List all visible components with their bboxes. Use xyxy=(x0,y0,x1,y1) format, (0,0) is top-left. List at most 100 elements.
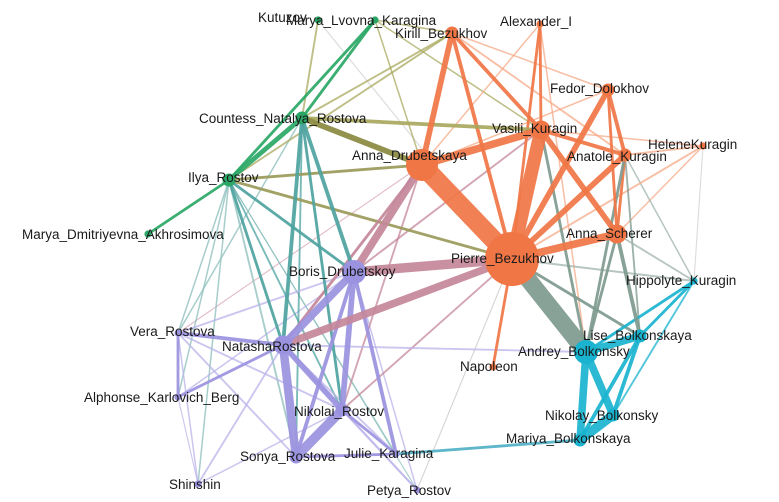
edge-ilya-shinshin xyxy=(197,179,230,485)
label-natasha: NatashaRostova xyxy=(222,339,322,354)
node-alexander[interactable] xyxy=(536,20,544,28)
node-anatole[interactable] xyxy=(618,148,632,162)
edge-anatole-helene xyxy=(624,145,704,156)
label-andrey: Andrey_Bolkonsky xyxy=(518,344,630,359)
edge-ilya-alphonse xyxy=(177,179,230,398)
label-kutuzov: Kutuzov xyxy=(258,10,307,25)
label-shinshin: Shinshin xyxy=(169,477,221,492)
node-marya_lvovna[interactable] xyxy=(371,16,379,24)
edge-nikolai-petya xyxy=(341,409,418,491)
edge-anna_s-andrey xyxy=(584,232,619,354)
edge-anatole-lise xyxy=(624,154,641,337)
node-ilya[interactable] xyxy=(222,173,236,187)
edge-anatole-fedor xyxy=(606,88,627,157)
edge-kutuzov-countess xyxy=(301,19,319,119)
edge-nikolai-shinshin xyxy=(197,409,343,485)
node-petya[interactable] xyxy=(413,486,421,494)
edge-vasili-anna_s xyxy=(538,127,620,237)
edge-ilya-marya_d xyxy=(146,178,231,236)
edge-andrey-mariya_b xyxy=(576,348,590,444)
label-alphonse: Alphonse_Karlovich_Berg xyxy=(84,390,239,405)
label-mariya_b: Mariya_Bolkonskaya xyxy=(506,431,631,446)
label-petya: Petya_Rostov xyxy=(367,483,451,498)
edge-countess-ilya xyxy=(226,115,305,183)
node-marya_d[interactable] xyxy=(144,230,152,238)
node-sonya[interactable] xyxy=(289,450,303,464)
edge-ilya-sonya xyxy=(228,179,297,458)
edge-natasha-nikolai xyxy=(280,342,345,413)
label-marya_d: Marya_Dmitriyevna_Akhrosimova xyxy=(22,227,224,242)
edge-nikolay_b-hippolyte xyxy=(612,280,695,416)
node-vasili[interactable] xyxy=(531,120,551,140)
label-hippolyte: Hippolyte_Kuragin xyxy=(626,273,736,288)
node-hippolyte[interactable] xyxy=(690,277,698,285)
label-vera: Vera_Rostova xyxy=(130,324,215,339)
edge-fedor-anna_s xyxy=(606,88,619,236)
edge-anatole-andrey xyxy=(584,153,627,354)
node-kirill[interactable] xyxy=(445,26,459,40)
edge-vasili-marya_lvovna xyxy=(374,19,542,131)
label-nikolay_b: Nikolay_Bolkonsky xyxy=(545,408,659,423)
label-anna_s: Anna_Scherer xyxy=(566,226,653,241)
label-countess: Countess_Natalya_Rostova xyxy=(199,111,367,126)
node-lise[interactable] xyxy=(633,329,647,343)
node-fedor[interactable] xyxy=(601,83,615,97)
edge-vasili-anatole xyxy=(539,128,627,157)
edge-kirill-countess xyxy=(301,32,453,119)
edge-boris-nikolai xyxy=(339,269,357,413)
label-helene: HeleneKuragin xyxy=(648,137,737,152)
node-nikolay_b[interactable] xyxy=(606,408,620,422)
edge-anna_s-helene xyxy=(616,145,704,235)
label-boris: Boris_Drubetskoy xyxy=(289,264,396,279)
label-ilya: Ilya_Rostov xyxy=(188,170,259,185)
edge-pierre-nikolai xyxy=(341,258,513,411)
node-vera[interactable] xyxy=(174,329,182,337)
edge-lise-nikolay_b xyxy=(611,334,642,417)
label-fedor: Fedor_Dolokhov xyxy=(550,81,649,96)
node-anna_d[interactable] xyxy=(406,149,438,181)
edge-countess-natasha xyxy=(281,116,304,347)
edge-vasili-countess xyxy=(300,116,543,132)
edge-anna_s-hippolyte xyxy=(616,233,695,282)
edge-anna_s-lise xyxy=(615,232,642,338)
edge-anna_d-ilya xyxy=(227,163,424,182)
label-sonya: Sonya_Rostova xyxy=(240,449,336,464)
edge-pierre-ilya xyxy=(227,178,514,261)
edge-kirill-ilya xyxy=(228,32,453,181)
node-boris[interactable] xyxy=(342,260,366,284)
node-napoleon[interactable] xyxy=(489,363,497,371)
node-shinshin[interactable] xyxy=(194,480,202,488)
edge-fedor-kirill xyxy=(451,32,609,91)
edge-sonya-vera xyxy=(177,332,297,458)
node-natasha[interactable] xyxy=(273,335,293,355)
node-andrey[interactable] xyxy=(574,340,598,364)
labels-layer: KutuzovMarya_Lvovna_KaraginaKirill_Bezuk… xyxy=(22,10,737,498)
edge-pierre-helene xyxy=(511,145,704,260)
label-marya_lvovna: Marya_Lvovna_Karagina xyxy=(286,13,437,28)
node-alphonse[interactable] xyxy=(174,393,182,401)
edge-anna_d-countess xyxy=(299,115,425,168)
edge-anna_d-boris xyxy=(350,161,426,276)
edge-boris-sonya xyxy=(294,270,356,459)
label-anatole: Anatole_Kuragin xyxy=(567,149,667,164)
node-mariya_b[interactable] xyxy=(573,433,587,447)
edge-pierre-fedor xyxy=(509,87,611,262)
edge-vera-shinshin xyxy=(177,332,199,485)
node-kutuzov[interactable] xyxy=(314,16,322,24)
label-alexander: Alexander_I xyxy=(500,14,572,29)
node-anna_s[interactable] xyxy=(607,224,627,244)
label-lise: Lise_Bolkonskaya xyxy=(583,328,692,343)
edge-vasili-alexander xyxy=(538,22,543,132)
edges-layer xyxy=(146,18,704,491)
edge-julie-mariya_b xyxy=(394,438,582,456)
node-countess[interactable] xyxy=(295,111,309,125)
node-helene[interactable] xyxy=(699,142,707,150)
node-pierre[interactable] xyxy=(485,232,539,286)
nodes-layer xyxy=(144,16,707,494)
node-julie[interactable] xyxy=(392,450,400,458)
edge-countess-nikolai xyxy=(300,116,344,412)
node-nikolai[interactable] xyxy=(335,403,349,417)
label-julie: Julie_Karagina xyxy=(344,446,434,461)
edge-natasha-sonya xyxy=(278,340,301,462)
